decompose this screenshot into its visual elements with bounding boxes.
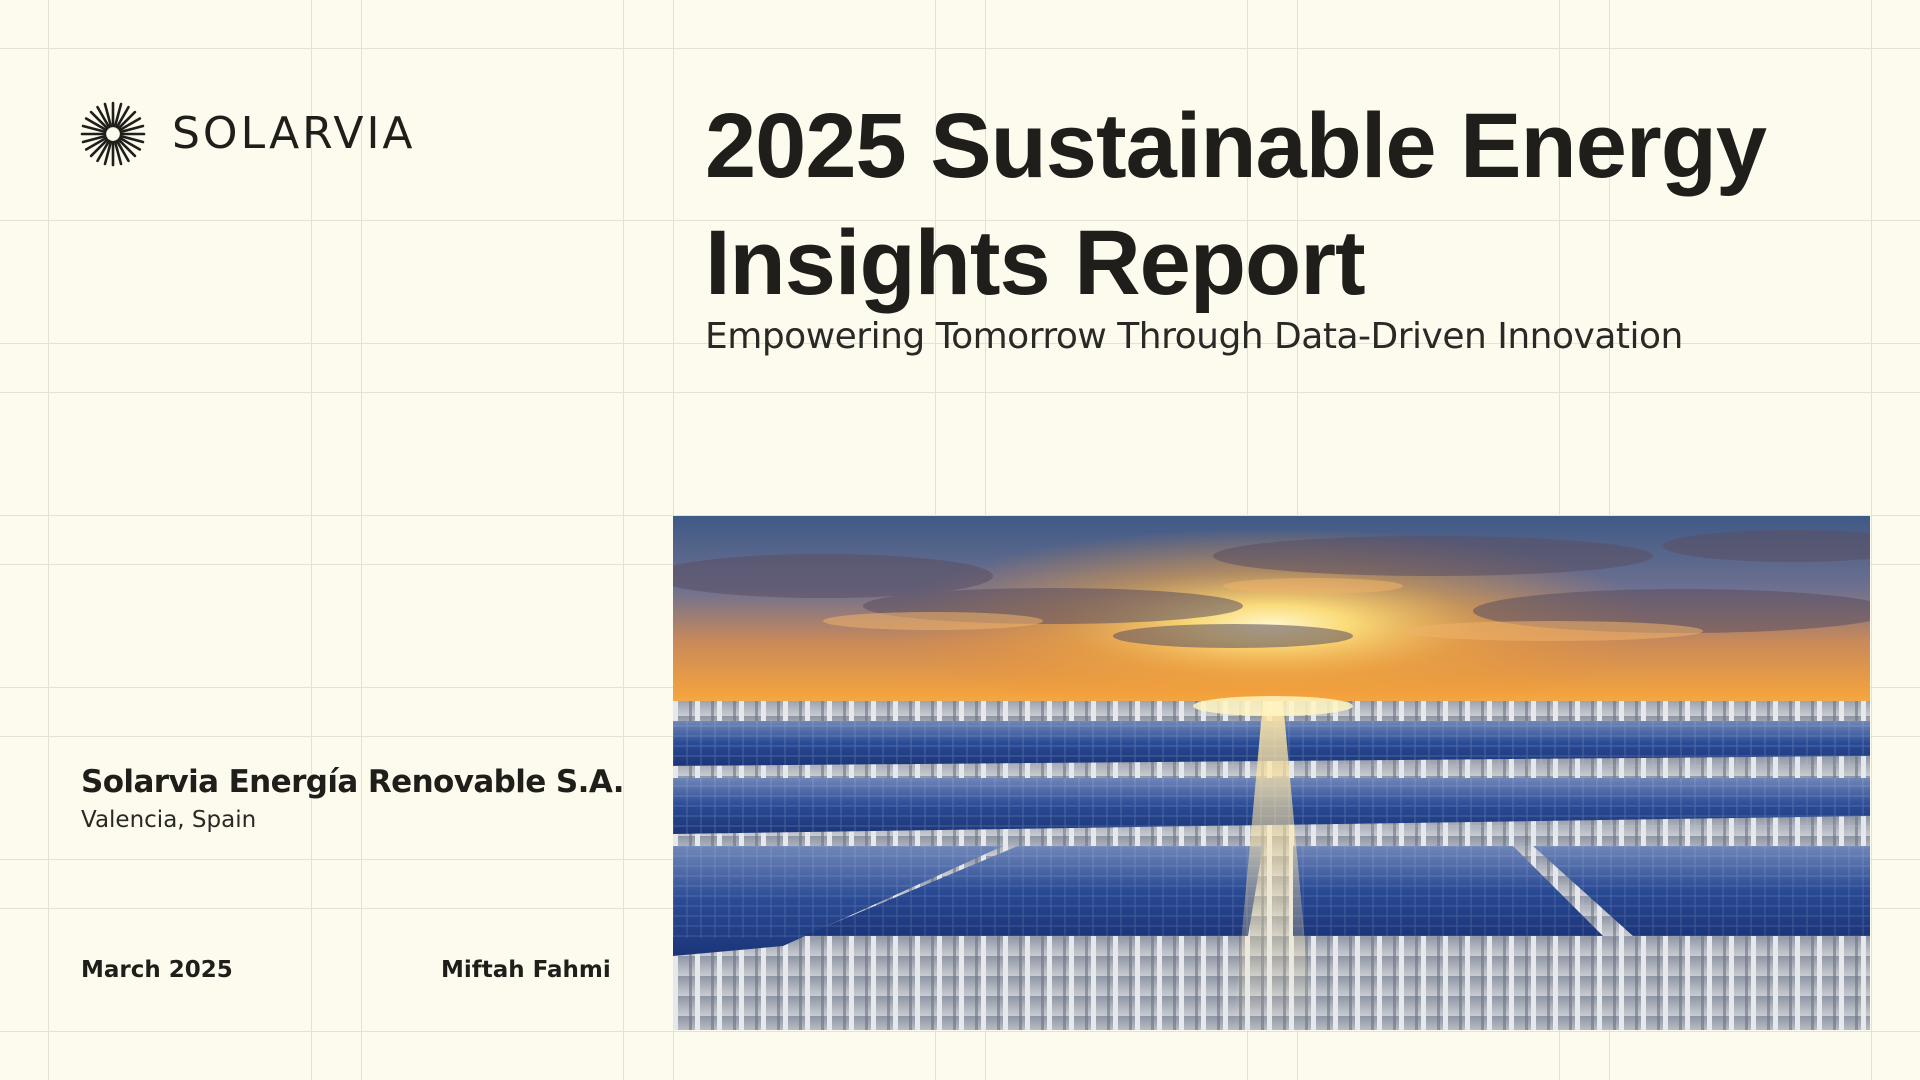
- sunburst-ray: [81, 134, 107, 144]
- sunburst-ray: [103, 102, 113, 128]
- sunburst-ray: [96, 139, 111, 163]
- report-title-line-2: Insights Report: [705, 212, 1366, 314]
- sunburst-icon: [80, 101, 146, 167]
- sunburst-ray: [117, 110, 137, 130]
- report-title: 2025 Sustainable Energy Insights Report: [705, 88, 1865, 322]
- sunburst-ray: [113, 102, 123, 128]
- sunburst-ray: [89, 110, 109, 130]
- report-author: Miftah Fahmi: [441, 957, 611, 983]
- report-subtitle: Empowering Tomorrow Through Data-Driven …: [705, 316, 1683, 357]
- sunburst-ray: [115, 139, 130, 163]
- solar-panels-at-sunset-photo: [673, 516, 1870, 1030]
- sunburst-ray: [118, 117, 142, 132]
- sunburst-ray: [81, 124, 107, 134]
- report-date: March 2025: [81, 957, 233, 983]
- sunburst-ray: [84, 136, 108, 151]
- sunburst-ray: [119, 124, 145, 134]
- sunburst-ray: [89, 138, 109, 158]
- sunburst-ray: [118, 136, 142, 151]
- report-title-line-1: 2025 Sustainable Energy: [705, 95, 1767, 197]
- sunburst-ray: [117, 138, 137, 158]
- sunburst-ray: [84, 117, 108, 132]
- brand-name: SOLARVIA: [172, 108, 416, 159]
- sunburst-ray: [115, 105, 130, 129]
- brand-logo: SOLARVIA: [80, 101, 416, 167]
- company-name: Solarvia Energía Renovable S.A.: [81, 764, 625, 800]
- sunburst-ray: [113, 140, 123, 166]
- sunburst-ray: [96, 105, 111, 129]
- company-location: Valencia, Spain: [81, 807, 257, 833]
- sunburst-ray: [103, 140, 113, 166]
- sunburst-ray: [119, 134, 145, 144]
